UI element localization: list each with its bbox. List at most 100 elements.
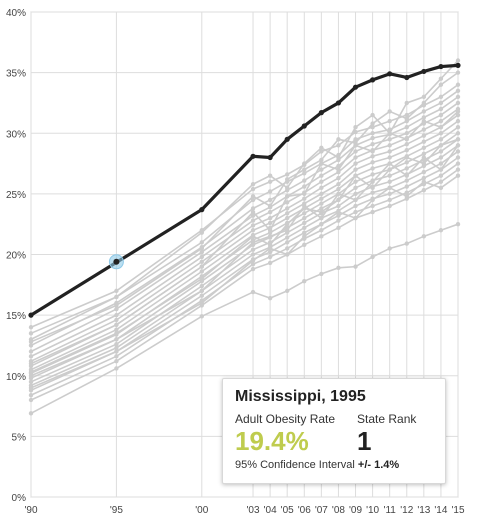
- state-data-point: [455, 137, 461, 142]
- state-data-point: [455, 143, 461, 148]
- state-data-point: [421, 234, 427, 239]
- state-data-point: [438, 131, 444, 136]
- state-data-point: [387, 143, 392, 148]
- state-data-point: [114, 322, 119, 328]
- state-data-point: [319, 167, 324, 172]
- state-data-point: [455, 70, 461, 75]
- state-data-point: [28, 354, 34, 359]
- state-data-point: [114, 366, 119, 371]
- state-data-point: [336, 167, 341, 172]
- state-data-point: [250, 252, 256, 257]
- state-data-point: [438, 228, 444, 233]
- mississippi-data-point: [284, 136, 290, 142]
- state-series-line: [30, 132, 459, 375]
- state-data-point: [302, 225, 307, 231]
- state-data-point: [353, 264, 358, 269]
- state-data-point: [353, 137, 358, 142]
- mississippi-data-point: [421, 68, 427, 75]
- state-data-point: [455, 131, 461, 136]
- state-data-point: [319, 201, 324, 206]
- state-series-line: [30, 150, 459, 387]
- state-data-point: [438, 185, 444, 191]
- state-data-point: [267, 260, 273, 266]
- state-data-point: [250, 289, 256, 295]
- x-tick-label: '06: [298, 505, 311, 516]
- state-data-point: [28, 369, 34, 375]
- state-series-line: [30, 120, 459, 367]
- state-data-point: [285, 228, 290, 233]
- mississippi-data-point: [267, 154, 273, 161]
- state-data-point: [28, 339, 34, 344]
- state-data-point: [387, 149, 392, 154]
- state-data-point: [114, 342, 119, 347]
- state-data-point: [302, 167, 307, 172]
- x-tick-label: '08: [332, 505, 345, 516]
- state-data-point: [370, 254, 375, 260]
- state-data-point: [421, 139, 427, 144]
- hover-point: [113, 258, 120, 265]
- state-data-point: [199, 254, 204, 260]
- state-data-point: [404, 116, 409, 121]
- mississippi-data-point: [301, 123, 307, 129]
- state-data-point: [353, 203, 358, 209]
- state-data-point: [370, 131, 375, 136]
- state-data-point: [336, 209, 341, 215]
- state-series-line: [30, 126, 459, 371]
- state-data-point: [421, 118, 427, 124]
- state-data-point: [353, 155, 358, 160]
- state-data-point: [387, 137, 392, 142]
- y-tick-label: 30%: [6, 129, 26, 140]
- state-data-point: [404, 166, 409, 171]
- state-data-point: [387, 167, 392, 172]
- state-data-point: [267, 249, 273, 255]
- state-series-line: [30, 110, 459, 365]
- state-data-point: [438, 76, 444, 81]
- state-data-point: [336, 186, 341, 192]
- state-data-point: [199, 246, 204, 251]
- state-data-point: [455, 167, 461, 172]
- state-data-point: [353, 209, 358, 215]
- state-data-point: [336, 175, 341, 181]
- state-data-point: [455, 94, 461, 100]
- state-data-point: [319, 179, 324, 184]
- state-data-point: [370, 135, 375, 141]
- state-data-point: [387, 197, 392, 203]
- state-data-point: [421, 169, 427, 175]
- state-data-point: [455, 82, 461, 87]
- state-data-point: [199, 300, 204, 306]
- state-data-point: [387, 179, 392, 184]
- state-series-line: [30, 168, 459, 401]
- state-data-point: [455, 155, 461, 160]
- state-data-point: [302, 230, 307, 235]
- state-data-point: [199, 230, 204, 235]
- state-data-point: [302, 234, 307, 239]
- state-data-point: [438, 155, 444, 160]
- state-data-point: [319, 157, 324, 163]
- state-data-point: [199, 276, 204, 281]
- state-data-point: [404, 190, 409, 195]
- state-data-point: [404, 178, 409, 183]
- state-data-point: [319, 209, 324, 215]
- state-data-point: [302, 220, 307, 226]
- state-data-point: [250, 223, 256, 228]
- state-data-point: [421, 155, 427, 160]
- state-data-point: [370, 141, 375, 147]
- state-data-point: [387, 191, 392, 197]
- state-data-point: [285, 206, 290, 211]
- state-data-point: [421, 145, 427, 150]
- state-data-point: [285, 172, 290, 177]
- state-data-point: [421, 188, 427, 193]
- state-data-point: [199, 240, 204, 245]
- mississippi-data-point: [404, 74, 410, 81]
- state-data-point: [302, 178, 307, 183]
- state-data-point: [336, 191, 341, 197]
- state-data-point: [353, 129, 358, 135]
- state-data-point: [114, 359, 119, 364]
- rank-value: 1: [357, 426, 372, 456]
- state-data-point: [387, 155, 392, 160]
- state-data-point: [438, 143, 444, 148]
- state-series-line: [30, 175, 459, 389]
- state-data-point: [438, 118, 444, 124]
- state-data-point: [114, 306, 119, 312]
- rate-label: Adult Obesity Rate: [235, 412, 336, 426]
